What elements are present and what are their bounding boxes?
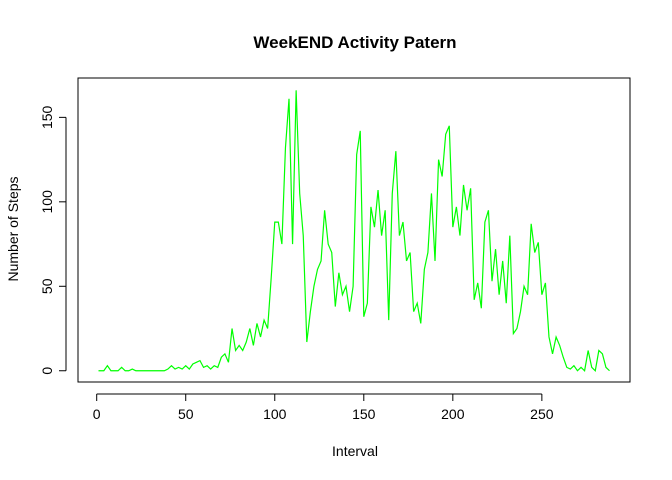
chart-title: WeekEND Activity Patern (253, 33, 456, 52)
y-tick-label: 150 (39, 105, 55, 129)
x-tick-label: 250 (530, 406, 554, 422)
y-tick-label: 0 (39, 367, 55, 375)
y-tick-label: 100 (39, 190, 55, 214)
x-tick-label: 100 (263, 406, 287, 422)
x-tick-label: 0 (93, 406, 101, 422)
data-line (98, 90, 610, 372)
x-axis-label: Interval (332, 443, 378, 459)
y-axis-label: Number of Steps (5, 176, 21, 281)
x-tick-label: 50 (178, 406, 194, 422)
x-tick-label: 150 (352, 406, 376, 422)
x-tick-label: 200 (441, 406, 465, 422)
y-tick-label: 50 (39, 278, 55, 294)
plot-box (77, 77, 631, 383)
